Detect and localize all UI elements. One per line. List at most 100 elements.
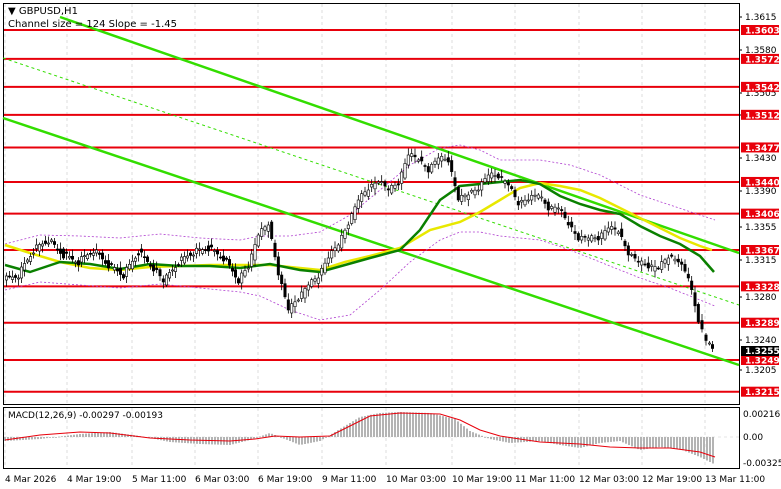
regression-channel: [2, 15, 740, 367]
macd-bar: [682, 437, 684, 451]
candle-body: [31, 252, 35, 255]
candle-body: [231, 267, 235, 272]
candle-body: [600, 232, 604, 239]
candle-body: [623, 240, 627, 247]
candle-body: [28, 256, 32, 262]
macd-bar: [385, 412, 387, 437]
macd-bar: [592, 437, 594, 445]
candle-body: [336, 244, 340, 252]
macd-bar: [121, 433, 123, 437]
candle-body: [19, 266, 23, 279]
candle-body: [443, 158, 447, 161]
candle-body: [222, 255, 226, 262]
macd-bar: [22, 437, 24, 440]
price-tick-label: 1.3430: [745, 154, 777, 164]
macd-bar: [340, 428, 342, 437]
candle-body: [16, 277, 20, 280]
macd-bar: [475, 433, 477, 437]
macd-bar: [58, 436, 60, 438]
level-label: 1.3440: [745, 178, 780, 188]
candle-body: [466, 194, 470, 200]
candle-body: [510, 186, 514, 189]
candle-body: [693, 292, 697, 307]
candle-body: [663, 259, 667, 264]
candle-body: [333, 247, 337, 251]
macd-bar: [529, 437, 531, 442]
macd-bar: [694, 437, 696, 455]
level-label: 1.3215: [745, 388, 780, 398]
candle-body: [52, 241, 56, 245]
macd-bar: [334, 432, 336, 437]
candle-body: [440, 156, 444, 162]
price-tick-label: 1.3615: [745, 13, 777, 23]
candle-body: [49, 239, 53, 242]
macd-bar: [460, 423, 462, 437]
candle-body: [219, 256, 223, 259]
candle-body: [228, 259, 232, 266]
candle-body: [423, 165, 427, 167]
macd-bar: [652, 437, 654, 449]
candle-body: [420, 156, 424, 162]
candle-body: [83, 255, 87, 257]
macd-bar: [589, 437, 591, 446]
current-price-marker: 1.3255: [741, 346, 780, 357]
time-tick-label: 4 Mar 19:00: [67, 475, 122, 485]
macd-bar: [316, 437, 318, 442]
candle-body: [104, 260, 108, 264]
macd-bar: [499, 437, 501, 441]
macd-bar: [73, 434, 75, 437]
candle-body: [480, 181, 484, 191]
candle-body: [143, 256, 147, 259]
macd-bar: [649, 437, 651, 449]
candle-body: [366, 189, 370, 197]
level-label-box: [741, 53, 779, 64]
candle-body: [363, 191, 367, 196]
candle-body: [406, 154, 410, 166]
candle-body: [250, 253, 254, 267]
candle-body: [556, 207, 560, 210]
macd-bar: [415, 412, 417, 437]
candle-body: [603, 230, 607, 240]
time-tick-label: 10 Mar 03:00: [386, 475, 446, 485]
candle-body: [610, 226, 614, 230]
candle-body: [493, 175, 497, 177]
candle-body: [310, 279, 314, 287]
candle-body: [65, 251, 69, 254]
ma-slow-line: [4, 178, 715, 274]
macd-bar: [553, 437, 555, 444]
candle-body: [356, 199, 360, 209]
candle-body: [426, 166, 430, 173]
candle-body: [700, 320, 704, 330]
candle-body: [14, 275, 18, 278]
macd-bar: [241, 437, 243, 442]
macd-bar: [412, 412, 414, 437]
candle-body: [606, 227, 610, 233]
macd-bar: [265, 434, 267, 437]
macd-bar: [628, 437, 630, 446]
candle-body: [134, 257, 138, 262]
candle-body: [490, 172, 494, 179]
macd-bar: [550, 437, 552, 444]
candle-body: [596, 236, 600, 241]
candle-body: [580, 236, 584, 241]
time-tick-label: 10 Mar 19:00: [452, 475, 512, 485]
candle-body: [350, 213, 354, 224]
macd-bar: [505, 437, 507, 443]
macd-bar: [343, 426, 345, 437]
candle-body: [71, 255, 75, 260]
macd-bar: [322, 437, 324, 440]
macd-bar: [34, 437, 36, 440]
candle-body: [656, 267, 660, 270]
candle-body: [393, 184, 397, 189]
macd-bar: [97, 432, 99, 437]
candle-body: [453, 177, 457, 187]
time-tick-label: 12 Mar 19:00: [642, 475, 702, 485]
macd-bar: [457, 421, 459, 437]
macd-bar: [79, 434, 81, 437]
candle-body: [246, 267, 250, 270]
level-label-box: [741, 355, 779, 365]
macd-bar: [103, 432, 105, 437]
candle-body: [533, 194, 537, 197]
macd-bar: [76, 434, 78, 437]
